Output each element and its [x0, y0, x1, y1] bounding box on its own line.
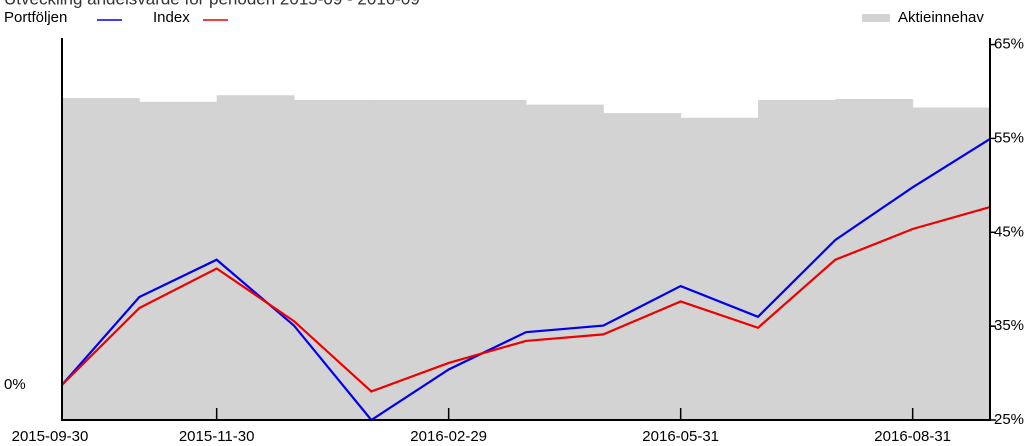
- y2-tick-label: 65%: [994, 36, 1024, 53]
- y-tick-label: 0%: [4, 376, 26, 393]
- bar: [216, 95, 295, 420]
- bar: [371, 99, 450, 420]
- bar: [835, 99, 914, 420]
- chart-title: Utveckling andelsvärde för perioden 2015…: [4, 0, 420, 8]
- bar: [448, 99, 527, 420]
- bar: [526, 104, 604, 420]
- y2-tick-label: 55%: [994, 129, 1024, 146]
- legend-label: Index: [153, 9, 190, 26]
- bar: [758, 99, 836, 420]
- line-series: [61, 205, 991, 393]
- x-tick-label: 2016-02-29: [410, 428, 487, 445]
- legend-swatch: [862, 14, 890, 22]
- bar: [680, 117, 759, 420]
- bar: [294, 99, 372, 420]
- y2-tick-label: 25%: [994, 411, 1024, 428]
- x-tick-label: 2016-08-31: [874, 428, 951, 445]
- x-tick-label: 2015-09-30: [12, 428, 89, 445]
- x-tick-label: 2015-11-30: [179, 428, 255, 445]
- bar: [603, 113, 682, 420]
- y2-tick-label: 45%: [994, 223, 1024, 240]
- legend-label: Portföljen: [4, 9, 67, 26]
- bar: [62, 98, 140, 421]
- y2-tick-label: 35%: [994, 317, 1024, 334]
- line-series: [61, 138, 991, 422]
- bar: [139, 101, 218, 421]
- bar: [912, 107, 991, 421]
- legend-label: Aktieinnehav: [898, 9, 984, 26]
- x-tick-label: 2016-05-31: [642, 428, 719, 445]
